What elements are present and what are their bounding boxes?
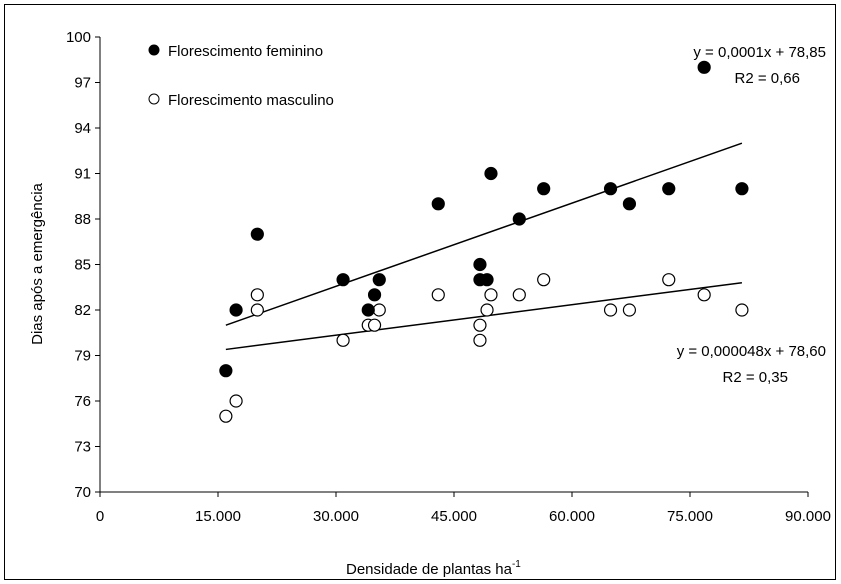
trendline-equations: y = 0,0001x + 78,85 R2 = 0,66 y = 0,0000…	[677, 44, 826, 386]
y-tick-label: 94	[74, 120, 91, 137]
data-point-masculino	[372, 303, 386, 317]
data-point-feminino	[735, 182, 749, 196]
data-point-feminino	[697, 60, 711, 74]
y-tick-label: 73	[74, 439, 91, 456]
y-tick-label: 88	[74, 211, 91, 228]
data-point-feminino	[484, 166, 498, 181]
axes-layer	[99, 37, 808, 493]
y-tick-label: 97	[74, 75, 91, 92]
data-point-feminino	[622, 197, 637, 211]
data-point-feminino	[473, 257, 487, 272]
data-point-feminino	[662, 182, 676, 196]
legend: Florescimento feminino Florescimento mas…	[148, 43, 334, 109]
data-point-masculino	[512, 288, 526, 302]
equation-masculino: y = 0,000048x + 78,60	[677, 343, 826, 360]
x-tick-label: 45.000	[431, 508, 477, 525]
trendline-series-0	[225, 142, 743, 326]
data-point-masculino	[622, 303, 637, 317]
data-point-masculino	[735, 303, 749, 317]
data-point-feminino	[537, 182, 551, 196]
trendline-series-1	[225, 281, 743, 351]
legend-marker-florescimento-masculino	[148, 93, 160, 105]
legend-marker-florescimento-feminino	[148, 44, 160, 56]
x-axis-title-main: Densidade de plantas ha	[346, 561, 513, 578]
x-tick-label: 30.000	[313, 508, 359, 525]
data-point-masculino	[662, 273, 676, 287]
equation-feminino: y = 0,0001x + 78,85	[693, 44, 826, 61]
data-point-masculino	[603, 303, 618, 317]
data-point-masculino	[473, 318, 487, 332]
data-point-feminino	[512, 212, 526, 226]
data-point-masculino	[431, 288, 445, 302]
x-tick-label: 0	[96, 508, 104, 525]
points-layer	[219, 60, 749, 423]
y-tick-label: 100	[66, 29, 91, 46]
chart-frame	[4, 4, 836, 580]
data-point-masculino	[250, 303, 264, 317]
legend-label-florescimento-feminino: Florescimento feminino	[168, 43, 323, 60]
data-point-feminino	[250, 227, 264, 241]
y-tick-label: 91	[74, 166, 91, 183]
y-tick-label: 79	[74, 348, 91, 365]
data-point-masculino	[336, 333, 350, 347]
trendline-layer	[225, 142, 743, 351]
x-axis-title-superscript: -1	[512, 559, 521, 570]
y-tick-label: 76	[74, 393, 91, 410]
data-point-masculino	[229, 394, 243, 408]
legend-label-florescimento-masculino: Florescimento masculino	[168, 92, 334, 109]
x-tick-label: 75.000	[667, 508, 713, 525]
data-point-feminino	[431, 197, 445, 211]
y-tick-label: 70	[74, 484, 91, 501]
x-tick-label: 15.000	[195, 508, 241, 525]
r2-masculino: R2 = 0,35	[723, 369, 788, 386]
data-point-feminino	[603, 182, 618, 196]
data-point-masculino	[480, 303, 494, 317]
x-tick-label: 60.000	[549, 508, 595, 525]
x-axis-title: Densidade de plantas ha-1	[346, 559, 521, 578]
x-tick-label: 90.000	[785, 508, 831, 525]
y-tick-label: 82	[74, 302, 91, 319]
data-point-masculino	[537, 273, 551, 287]
data-point-feminino	[336, 273, 350, 287]
data-point-masculino	[484, 288, 498, 302]
data-point-feminino	[480, 273, 494, 287]
data-point-masculino	[367, 318, 382, 332]
data-point-feminino	[361, 303, 375, 317]
data-point-masculino	[473, 333, 487, 347]
data-point-feminino	[372, 273, 386, 287]
data-point-feminino	[229, 303, 243, 317]
data-point-masculino	[697, 288, 711, 302]
y-tick-label: 85	[74, 257, 91, 274]
data-point-masculino	[219, 409, 233, 423]
r2-feminino: R2 = 0,66	[735, 70, 800, 87]
data-point-feminino	[367, 288, 382, 302]
data-point-feminino	[219, 364, 233, 378]
ticks-layer: 70 73 76 79 82 85 88 91 94 97 100 0 15.000 30.000 45.0…	[66, 29, 831, 525]
y-axis-title: Dias após a emergência	[29, 182, 46, 344]
data-point-masculino	[250, 288, 264, 302]
